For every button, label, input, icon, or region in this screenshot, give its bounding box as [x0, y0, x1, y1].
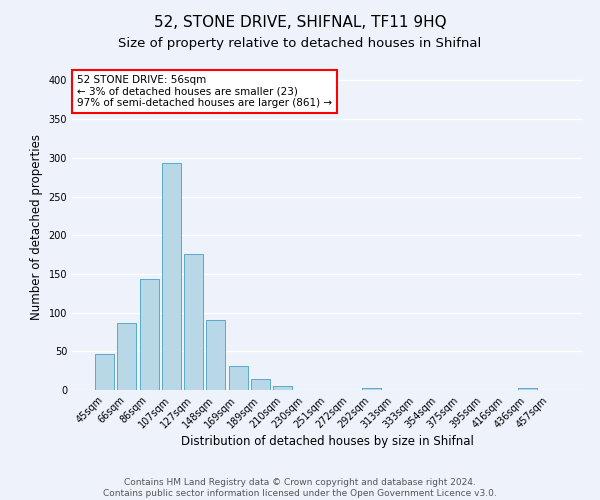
Text: Size of property relative to detached houses in Shifnal: Size of property relative to detached ho…	[118, 38, 482, 51]
Bar	[273, 386, 292, 390]
Bar	[251, 379, 270, 390]
Text: 52, STONE DRIVE, SHIFNAL, TF11 9HQ: 52, STONE DRIVE, SHIFNAL, TF11 9HQ	[154, 15, 446, 30]
X-axis label: Distribution of detached houses by size in Shifnal: Distribution of detached houses by size …	[181, 436, 473, 448]
Bar	[184, 254, 203, 390]
Bar	[118, 322, 136, 390]
Bar	[140, 278, 158, 390]
Bar	[362, 388, 381, 390]
Bar	[162, 164, 181, 390]
Bar	[518, 388, 536, 390]
Y-axis label: Number of detached properties: Number of detached properties	[30, 134, 43, 320]
Bar	[229, 366, 248, 390]
Text: Contains HM Land Registry data © Crown copyright and database right 2024.
Contai: Contains HM Land Registry data © Crown c…	[103, 478, 497, 498]
Bar	[95, 354, 114, 390]
Bar	[206, 320, 225, 390]
Text: 52 STONE DRIVE: 56sqm
← 3% of detached houses are smaller (23)
97% of semi-detac: 52 STONE DRIVE: 56sqm ← 3% of detached h…	[77, 74, 332, 108]
